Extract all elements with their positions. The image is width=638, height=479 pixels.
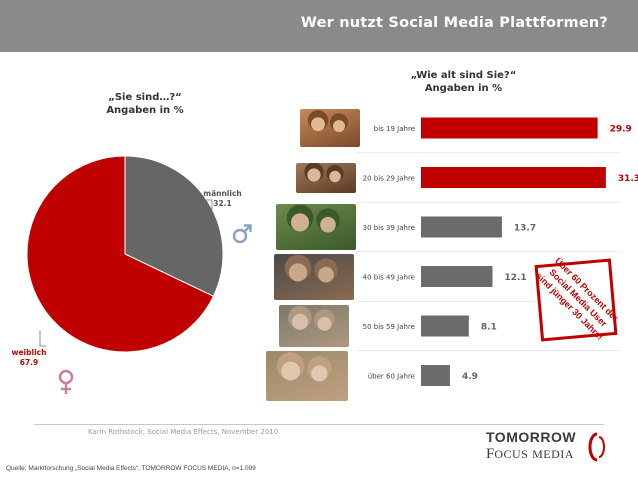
bar-caption: „Wie alt sind Sie?“ Angaben in % [406, 69, 521, 95]
male-value-text: 32.1 [213, 199, 232, 208]
source-note: Quelle: Marktforschung „Social Media Eff… [6, 465, 256, 472]
photo-thumbnail [279, 305, 349, 347]
value-label: 12.1 [504, 273, 526, 283]
pie-caption-line1: „Sie sind…?“ [108, 92, 182, 103]
bar-caption-line2: Angaben in % [424, 83, 503, 94]
bar-2 [421, 216, 502, 238]
category-label: 40 bis 49 Jahre [363, 274, 415, 282]
logo-line2: FOCUS MEDIA [486, 446, 574, 462]
header-bar: Wer nutzt Social Media Plattformen? [0, 0, 638, 52]
footer-divider [34, 424, 604, 425]
bar-4 [421, 315, 469, 337]
value-label: 29.9 [610, 125, 632, 135]
photo-thumbnail [300, 109, 360, 147]
gender-pie-chart [26, 155, 224, 353]
logo-line1: TOMORROW [486, 429, 577, 445]
value-label: 8.1 [481, 323, 497, 333]
female-symbol-icon [56, 369, 76, 394]
male-leader-line [206, 199, 213, 212]
category-label: 30 bis 39 Jahre [363, 224, 415, 232]
photo-thumbnail [276, 204, 356, 250]
female-leader-line [39, 330, 46, 347]
bar-5 [421, 365, 450, 386]
pie-slice-male [124, 155, 224, 297]
pie-caption-line2: Angaben in % [106, 105, 184, 116]
bar-0 [421, 117, 598, 139]
value-label: 31.3 [618, 174, 638, 184]
pie-slice-female [26, 155, 215, 353]
photo-thumbnail [296, 162, 356, 193]
female-value-text: 67.9 [19, 358, 39, 367]
category-label: bis 19 Jahre [374, 125, 415, 133]
male-symbol-icon [232, 222, 252, 246]
value-label: 4.9 [462, 372, 478, 382]
logo-ring-icon [588, 432, 605, 462]
page-title: Wer nutzt Social Media Plattformen? [300, 15, 608, 31]
tomorrow-focus-media-logo[interactable]: TOMORROW FOCUS MEDIA [486, 428, 606, 468]
footer-author: Karin Rothstock, Social Media Effects, N… [88, 428, 279, 436]
male-label: männlich 32.1 [200, 189, 245, 209]
bar-caption-line1: „Wie alt sind Sie?“ [410, 70, 517, 81]
bar-3 [421, 266, 493, 287]
male-label-text: männlich [203, 189, 242, 198]
photo-thumbnail [274, 253, 354, 300]
female-label: weiblich 67.9 [8, 348, 50, 368]
category-label: 20 bis 29 Jahre [363, 175, 415, 183]
pie-caption: „Sie sind…?“ Angaben in % [100, 91, 190, 117]
bar-1 [421, 167, 606, 188]
value-label: 13.7 [514, 224, 536, 234]
category-label: 50 bis 59 Jahre [363, 323, 415, 331]
category-label: über 60 Jahre [368, 373, 415, 381]
photo-thumbnail [266, 350, 348, 401]
female-label-text: weiblich [11, 348, 47, 357]
